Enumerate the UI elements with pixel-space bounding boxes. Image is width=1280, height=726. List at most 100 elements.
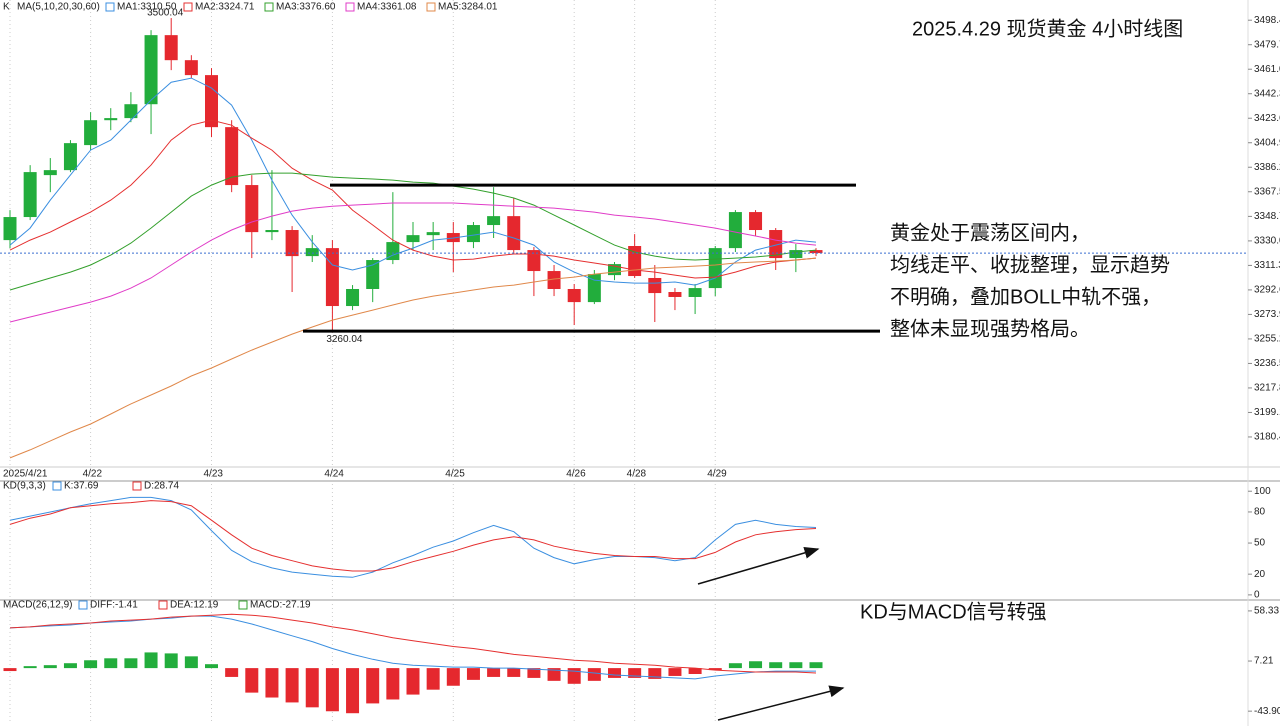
- annotation: 黄金处于震荡区间内，: [890, 221, 1090, 244]
- macd-bar: [728, 663, 742, 669]
- legend-label: MA1:3310.50: [117, 2, 177, 13]
- macd-bar: [265, 668, 279, 698]
- legend-label: MA3:3376.60: [276, 2, 336, 13]
- legend-swatch: [105, 2, 115, 12]
- y-tick-label: 80: [1254, 507, 1266, 518]
- candle-body: [386, 242, 400, 261]
- trend-arrow: [697, 547, 820, 585]
- macd-bar: [124, 658, 138, 669]
- ma-line: [9, 119, 817, 279]
- candle-body: [507, 216, 521, 251]
- candle-body: [668, 292, 682, 297]
- candle-body: [648, 277, 662, 294]
- x-tick-label: 4/24: [324, 469, 344, 480]
- legend-title: MA(5,10,20,30,60): [17, 2, 100, 13]
- candle-body: [205, 75, 218, 128]
- candle-body: [63, 143, 77, 171]
- y-tick-label: 7.21: [1254, 656, 1274, 667]
- y-tick-label: 3498.4: [1254, 15, 1280, 26]
- y-tick-label: 3199.1: [1254, 407, 1280, 418]
- macd-bar: [346, 668, 360, 714]
- y-tick-label: 3255.2: [1254, 334, 1280, 345]
- y-tick-label: 100: [1254, 486, 1271, 497]
- candle-body: [749, 212, 763, 231]
- ma-line: [9, 172, 817, 291]
- macd-bar: [789, 662, 803, 669]
- candle-body: [164, 35, 178, 61]
- macd-bar: [43, 665, 57, 669]
- macd-bar: [406, 668, 420, 695]
- legend-swatch: [238, 600, 248, 610]
- candle-body: [124, 104, 138, 119]
- chart-title: 2025.4.29 现货黄金 4小时线图: [912, 17, 1183, 40]
- macd-bar: [305, 668, 319, 708]
- y-tick-label: 0: [1254, 590, 1260, 601]
- candle-body: [789, 250, 803, 259]
- macd-bar: [587, 668, 601, 681]
- candle-body: [245, 185, 259, 233]
- macd-bar: [84, 660, 98, 669]
- macd-bar: [628, 668, 642, 678]
- ma-line: [9, 202, 817, 323]
- legend-swatch: [264, 2, 274, 12]
- candle-body: [426, 232, 440, 236]
- legend-swatch: [345, 2, 355, 12]
- y-tick-label: 3330.0: [1254, 236, 1280, 247]
- indicator-line: [9, 496, 817, 578]
- y-tick-label: 3404.9: [1254, 137, 1280, 148]
- legend-label: MA2:3324.71: [195, 2, 255, 13]
- macd-bar: [325, 668, 339, 712]
- candle-body: [104, 118, 118, 121]
- y-tick-label: 3236.5: [1254, 358, 1280, 369]
- macd-bar: [144, 652, 158, 669]
- macd-bar: [225, 668, 239, 677]
- macd-bar: [648, 668, 662, 679]
- x-tick-label: 2025/4/21: [3, 469, 48, 480]
- macd-bar: [769, 662, 783, 669]
- candle-body: [225, 127, 239, 186]
- y-tick-label: 3479.7: [1254, 39, 1280, 50]
- macd-bar: [749, 661, 763, 669]
- y-tick-label: 3367.5: [1254, 186, 1280, 197]
- y-tick-label: 3461.0: [1254, 64, 1280, 75]
- macd-bar: [164, 653, 178, 669]
- x-tick-label: 4/23: [204, 469, 224, 480]
- y-tick-label: 20: [1254, 569, 1266, 580]
- y-tick-label: 3442.3: [1254, 88, 1280, 99]
- candle-body: [305, 248, 319, 257]
- macd-bar: [708, 668, 722, 671]
- candle-body: [487, 216, 501, 226]
- candle-body: [346, 288, 360, 307]
- y-tick-label: 3292.6: [1254, 285, 1280, 296]
- macd-bar: [23, 666, 37, 669]
- macd-bar: [184, 656, 198, 669]
- candle-body: [567, 288, 581, 303]
- candle-body: [43, 170, 57, 176]
- y-tick-label: 3273.9: [1254, 309, 1280, 320]
- indicator-line: [9, 613, 817, 674]
- legend-title: K: [3, 2, 10, 13]
- y-tick-label: 3217.8: [1254, 383, 1280, 394]
- x-tick-label: 4/22: [83, 469, 103, 480]
- macd-bar: [245, 668, 259, 693]
- macd-bar: [3, 668, 17, 672]
- y-tick-label: 58.33: [1254, 606, 1279, 617]
- y-tick-label: 3423.6: [1254, 113, 1280, 124]
- legend-swatch: [78, 600, 88, 610]
- low-label: 3260.04: [326, 334, 363, 345]
- legend-swatch: [52, 481, 62, 491]
- macd-bar: [285, 668, 299, 703]
- ma-line: [9, 257, 817, 459]
- annotation: 均线走平、收拢整理，显示趋势: [890, 253, 1170, 276]
- x-tick-label: 4/29: [707, 469, 727, 480]
- macd-bar: [426, 668, 440, 690]
- macd-bar: [205, 664, 218, 669]
- legend-label: MA5:3284.01: [438, 2, 498, 13]
- macd-bar: [466, 668, 480, 680]
- legend-swatch: [183, 2, 193, 12]
- legend-label: MACD:-27.19: [250, 600, 311, 611]
- trend-arrow: [717, 685, 845, 721]
- legend-swatch: [132, 481, 142, 491]
- y-tick-label: -43.90: [1254, 706, 1280, 717]
